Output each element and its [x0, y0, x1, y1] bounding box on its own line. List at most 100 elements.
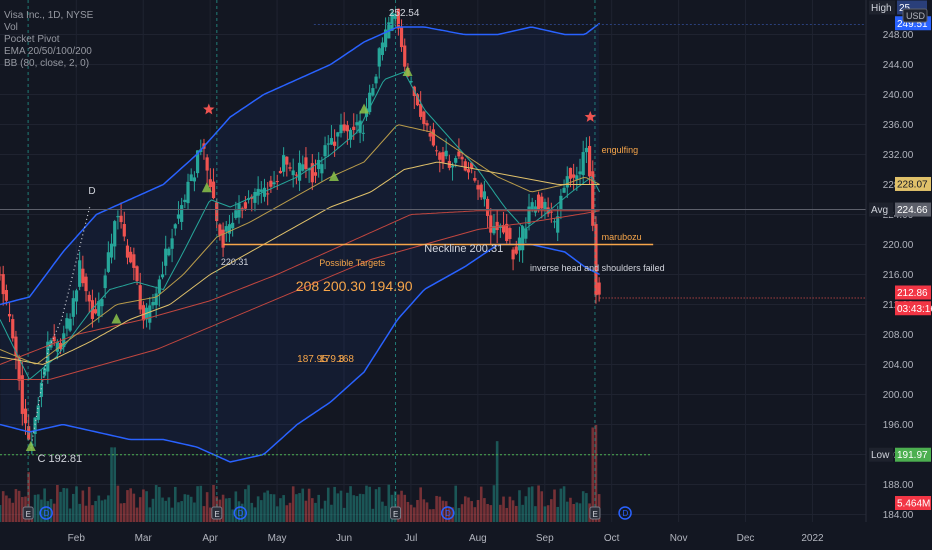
candle-body	[138, 285, 142, 310]
current-price-tag-bg	[895, 285, 931, 300]
earnings-badge-icon[interactable]	[589, 506, 601, 520]
volume-bar	[374, 489, 378, 522]
candle-body	[419, 104, 423, 117]
candle-body	[454, 158, 458, 163]
candle-body	[205, 157, 209, 171]
candle-body	[438, 152, 442, 160]
dividend-badge-icon[interactable]	[39, 506, 53, 520]
legend-bb[interactable]: BB (80, close, 2, 0)	[4, 58, 90, 69]
volume-bar	[422, 499, 426, 522]
star-marker-icon	[203, 103, 215, 115]
candle-body	[122, 223, 126, 237]
candle-body	[46, 341, 50, 372]
volume-bar	[473, 507, 477, 522]
volume-bar	[173, 486, 177, 522]
candle-body	[65, 318, 69, 329]
legend-symbol[interactable]: Visa Inc., 1D, NYSE	[4, 10, 94, 21]
y-axis-tick-label: 196.00	[883, 420, 914, 431]
candle-body	[543, 201, 547, 211]
candle-body	[591, 171, 595, 226]
candle-body	[43, 368, 47, 376]
volume-bar	[56, 484, 59, 522]
candle-body	[415, 94, 420, 106]
volume-bar	[409, 504, 413, 522]
volume-bar	[524, 496, 528, 522]
volume-bar	[511, 500, 515, 522]
volume-bar	[448, 507, 451, 522]
candle-body	[597, 282, 601, 295]
candle-body	[473, 177, 477, 181]
candle-body	[479, 184, 483, 198]
volume-bar	[100, 500, 104, 522]
earnings-badge-icon[interactable]	[22, 506, 34, 520]
x-axis-tick-label: Feb	[68, 533, 86, 544]
volume-bar	[502, 496, 505, 522]
candle-body	[399, 26, 404, 48]
volume-bar	[492, 485, 496, 522]
legend-ema[interactable]: EMA 20/50/100/200	[4, 46, 92, 57]
c-point-label: C 192.81	[37, 453, 82, 465]
candle-body	[403, 45, 407, 67]
candle-body	[243, 202, 247, 209]
candle-body	[339, 124, 343, 134]
dividend-badge-icon[interactable]	[233, 506, 248, 520]
low-value-tag-bg	[895, 447, 931, 462]
candle-body	[396, 8, 400, 29]
currency-badge[interactable]	[902, 8, 928, 23]
candle-body	[368, 92, 372, 113]
candle-body	[501, 225, 506, 233]
dividend-badge-icon[interactable]	[440, 506, 455, 520]
d-point-label: D	[88, 186, 95, 197]
candle-body	[224, 226, 228, 232]
volume-bar	[228, 498, 231, 522]
candle-body	[511, 249, 515, 260]
earnings-badge-icon[interactable]	[211, 506, 223, 520]
candle-body	[301, 164, 305, 171]
candle-body	[36, 405, 40, 420]
volume-bar	[65, 488, 69, 522]
dividend-badge-icon[interactable]	[618, 506, 632, 520]
countdown-tag: 03:43:16	[897, 304, 932, 315]
candle-body	[288, 167, 292, 169]
candle-body	[278, 170, 283, 174]
volume-bar	[518, 490, 521, 522]
volume-bar	[403, 494, 407, 522]
volume-bar	[161, 497, 164, 522]
candle-body	[237, 203, 241, 218]
high-value-tag: 25	[899, 3, 911, 14]
current-price-tag: 212.86	[897, 288, 928, 299]
volume-bar	[368, 486, 371, 522]
low-label-tag: Low	[871, 450, 890, 461]
high-label-tag-bg	[869, 0, 895, 15]
volume-bar	[304, 500, 308, 522]
volume-bar	[224, 498, 228, 522]
candle-body	[304, 157, 308, 169]
candle-body	[345, 125, 349, 132]
candle-body	[234, 210, 238, 218]
legend-vol[interactable]: Vol	[4, 22, 18, 33]
bb-upper-line	[0, 22, 601, 306]
candle-body	[20, 375, 24, 414]
candle-body	[148, 305, 152, 323]
volume-bar	[244, 489, 247, 522]
legend-pocket-pivot[interactable]: Pocket Pivot	[4, 34, 60, 45]
chart-legend: Visa Inc., 1D, NYSE Vol Pocket Pivot EMA…	[4, 10, 93, 70]
candle-body	[211, 181, 216, 199]
candle-body	[94, 309, 98, 314]
earnings-badge-icon[interactable]	[390, 506, 402, 520]
volume-bar	[151, 498, 155, 522]
candle-body	[39, 382, 44, 397]
volume-bar	[291, 486, 295, 522]
volume-bar	[14, 489, 18, 522]
volume-bar	[441, 500, 445, 522]
volume-bar	[311, 498, 314, 522]
pocket-pivot-icon	[25, 441, 36, 451]
candle-body	[323, 145, 327, 157]
volume-bar	[381, 501, 384, 522]
volume-bar	[199, 485, 203, 522]
volume-bar	[550, 499, 553, 522]
candle-body	[568, 167, 573, 179]
lower-target-3: 168	[337, 354, 354, 365]
candle-body	[336, 132, 340, 137]
